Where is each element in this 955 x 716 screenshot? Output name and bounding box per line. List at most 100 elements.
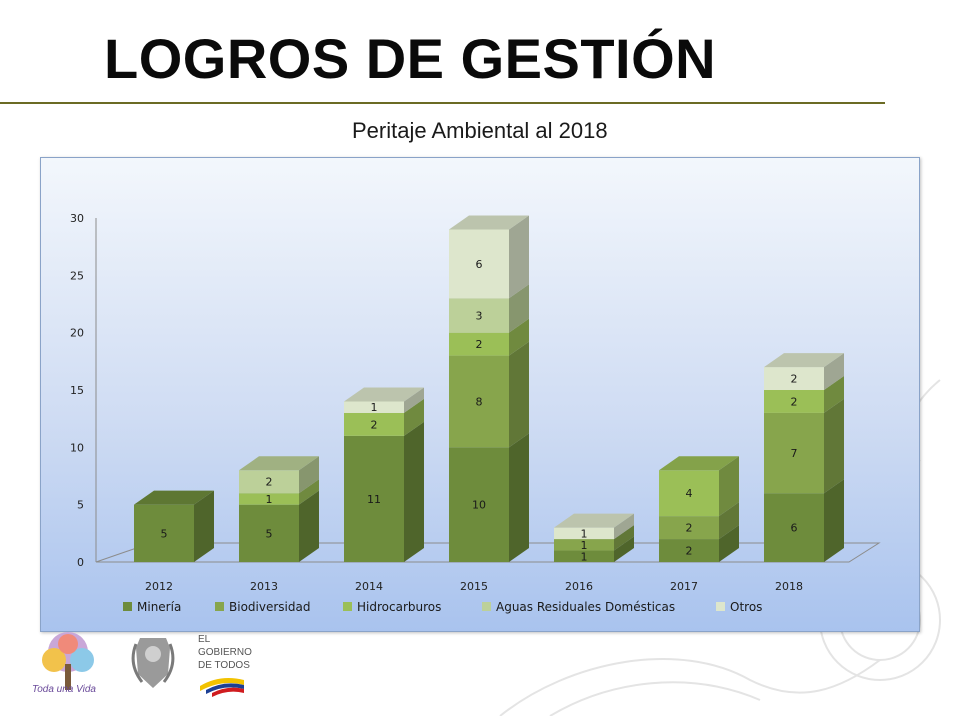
bar-segment-front [554,527,614,540]
data-label: 5 [266,527,273,540]
bar-top-face [764,353,844,368]
bar-segment-side [509,284,529,333]
data-label: 2 [791,373,798,386]
data-label: 8 [476,395,483,408]
x-tick-label: 2014 [355,580,383,593]
bar-segment-side [194,490,214,562]
legend-label: Minería [137,600,181,614]
data-label: 1 [266,493,273,506]
data-label: 6 [476,258,483,271]
bar-segment-front [764,493,824,562]
bar-segment-side [614,525,634,551]
x-tick-label: 2013 [250,580,278,593]
bar-segment-front [764,412,824,494]
bar-segment-front [449,447,509,562]
x-tick-label: 2016 [565,580,593,593]
x-tick-label: 2012 [145,580,173,593]
y-tick-label: 15 [70,384,84,397]
bar-segment-front [344,412,404,436]
x-tick-label: 2015 [460,580,488,593]
data-label: 2 [686,522,693,535]
x-tick-label: 2017 [670,580,698,593]
bar-segment-front [659,470,719,517]
data-label: 4 [686,487,693,500]
data-label: 1 [581,550,588,563]
gobierno-line-3: DE TODOS [198,660,250,671]
gobierno-line-2: GOBIERNO [198,647,252,658]
y-tick-label: 10 [70,441,84,454]
bar-segment-side [719,502,739,540]
x-tick-label: 2018 [775,580,803,593]
data-label: 2 [266,476,273,489]
bar-segment-front [134,504,194,562]
bar-segment-front [344,435,404,562]
bar-segment-side [824,398,844,494]
toda-una-vida-logo: Toda una Vida [32,632,96,695]
bar-segment-side [404,421,424,562]
title-divider [0,102,885,104]
bar-segment-side [299,479,319,505]
bar-segment-front [659,516,719,540]
bar-segment-front [449,332,509,356]
chart-subtitle: Peritaje Ambiental al 2018 [352,118,608,143]
bar-segment-side [614,513,634,540]
legend-swatch [215,602,224,611]
data-label: 3 [476,309,483,322]
bar-segment-side [509,341,529,448]
chart-panel: 0 5 10 15 20 25 30 5 2012 5 1 2 2013 11 2 1 2014 10 8 2 3 6 20… [40,157,920,632]
bar-top-face [554,513,634,528]
data-label: 2 [791,395,798,408]
toda-una-vida-text: Toda una Vida [32,684,96,695]
bar-segment-side [509,318,529,356]
legend-label: Otros [730,600,762,614]
y-tick-label: 0 [77,556,84,569]
bar-segment-front [554,539,614,551]
bar-segment-side [719,525,739,562]
bar-segment-front [449,355,509,448]
bar-segment-front [239,470,299,494]
bar-top-face [659,456,739,471]
data-label: 1 [581,527,588,540]
data-label: 10 [472,499,486,512]
y-tick-label: 30 [70,212,84,225]
bar-segment-front [239,493,299,505]
data-label: 2 [476,338,483,351]
legend-label: Aguas Residuales Domésticas [496,600,675,614]
bar-segment-side [404,387,424,413]
legend-swatch [123,602,132,611]
data-label: 11 [367,493,381,506]
bar-segment-front [344,401,404,413]
legend-swatch [343,602,352,611]
legend-swatch [716,602,725,611]
bar-top-face [344,387,424,402]
bar-segment-side [824,479,844,562]
bar-segment-front [449,298,509,333]
bar-segment-side [299,456,319,494]
bar-segment-side [404,398,424,436]
data-label: 6 [791,522,798,535]
bar-segment-side [824,353,844,390]
data-label: 7 [791,447,798,460]
data-label: 2 [686,545,693,558]
y-tick-label: 5 [77,499,84,512]
bar-segment-front [554,550,614,562]
gobierno-de-todos-logo: EL GOBIERNO DE TODOS [198,634,252,697]
bar-segment-front [659,539,719,562]
bar-segment-side [299,490,319,562]
data-label: 1 [581,539,588,552]
bar-top-face [449,215,529,230]
bar-segment-front [449,229,509,299]
data-label: 2 [371,418,378,431]
ecuador-coat-of-arms [131,638,175,688]
legend-label: Hidrocarburos [357,600,441,614]
logos-footer: Toda una Vida EL GOBIERNO DE TODOS [30,630,270,705]
stacked-bar-chart: 0510152025305201251220131121201410823620… [70,212,881,614]
slide-title: LOGROS DE GESTIÓN [104,27,717,90]
data-label: 1 [371,401,378,414]
data-label: 5 [161,527,168,540]
bar-segment-front [764,390,824,413]
y-tick-label: 25 [70,269,84,282]
bar-segment-side [509,215,529,299]
bar-segment-side [824,376,844,413]
bar-segment-side [719,456,739,517]
